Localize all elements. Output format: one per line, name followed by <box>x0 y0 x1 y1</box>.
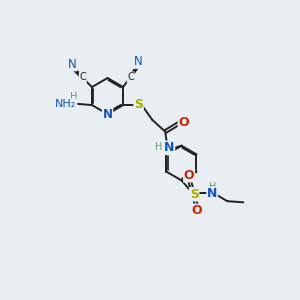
Text: N: N <box>103 108 112 121</box>
Text: H: H <box>208 182 216 192</box>
Text: S: S <box>190 188 199 201</box>
Text: O: O <box>184 169 194 182</box>
Text: S: S <box>134 98 143 111</box>
Text: H: H <box>70 92 78 102</box>
Text: NH₂: NH₂ <box>55 99 76 109</box>
Text: O: O <box>192 204 202 218</box>
Text: C: C <box>80 73 86 82</box>
Text: N: N <box>68 58 77 70</box>
Text: O: O <box>178 116 189 129</box>
Text: N: N <box>164 141 175 154</box>
Text: N: N <box>134 55 143 68</box>
Text: C: C <box>127 72 134 82</box>
Text: H: H <box>155 142 162 152</box>
Text: N: N <box>207 187 217 200</box>
